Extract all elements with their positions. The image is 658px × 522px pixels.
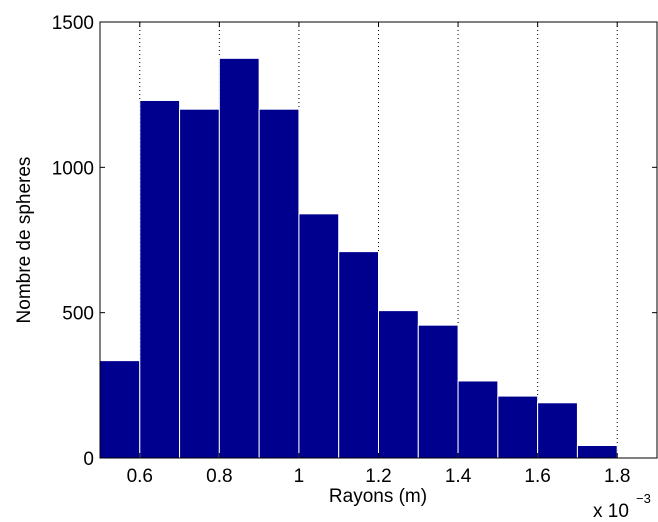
histogram-bar-6: [338, 251, 380, 459]
y-axis-label: Nombre de spheres: [14, 157, 35, 324]
x-tick-label-6: 1.8: [604, 466, 630, 487]
histogram-bar-11: [537, 402, 578, 459]
y-tick-label-0: 0: [83, 449, 94, 470]
x-scale-base: x 10: [593, 501, 629, 522]
histogram-bar-12: [576, 445, 618, 459]
histogram-bar-4: [258, 108, 300, 459]
x-tick-label-2: 1: [294, 466, 305, 487]
histogram-bar-8: [417, 324, 459, 459]
bars: [99, 57, 618, 459]
x-tick-label-5: 1.6: [524, 466, 550, 487]
x-tick-label-3: 1.2: [365, 466, 391, 487]
histogram-bar-2: [179, 108, 220, 459]
histogram-bar-3: [218, 57, 260, 459]
x-scale-exponent: −3: [636, 491, 651, 506]
x-axis-label: Rayons (m): [329, 486, 427, 507]
histogram-bar-5: [298, 213, 340, 459]
histogram-bar-9: [457, 380, 499, 459]
axis-ticks: 0.6 0.8 1 1.2 1.4 1.6 1.8 0 500 1000 1500: [52, 13, 657, 487]
y-tick-label-2: 1000: [52, 158, 94, 179]
histogram-bar-0: [99, 360, 141, 459]
x-tick-label-4: 1.4: [445, 466, 472, 487]
x-tick-label-0: 0.6: [127, 466, 153, 487]
histogram-bar-10: [497, 395, 539, 459]
x-tick-label-1: 0.8: [206, 466, 232, 487]
histogram-bar-1: [139, 99, 181, 459]
y-tick-label-3: 1500: [52, 13, 94, 34]
y-tick-label-1: 500: [62, 304, 94, 325]
histogram-bar-7: [378, 310, 419, 459]
